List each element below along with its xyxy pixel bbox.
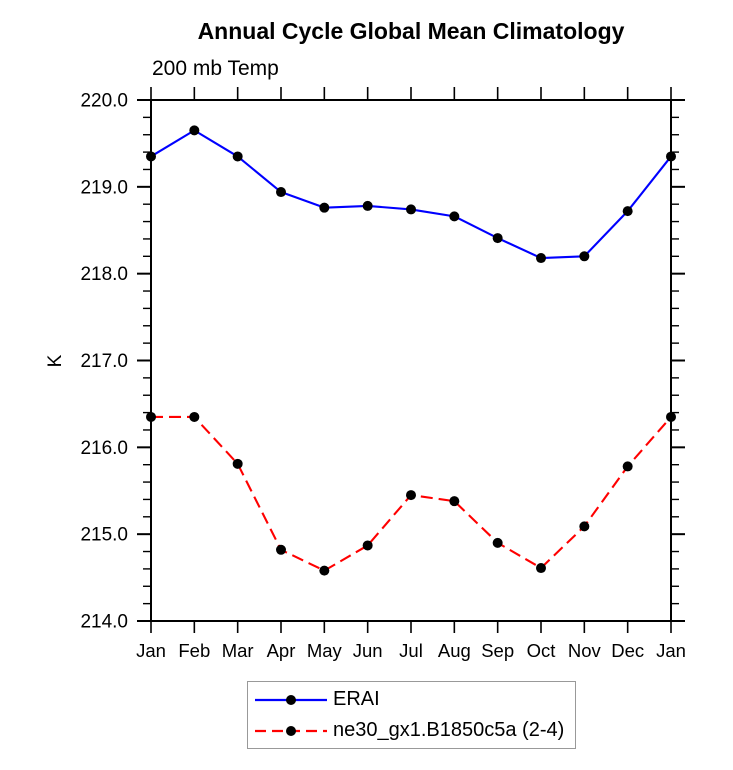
data-point-marker — [579, 521, 590, 532]
legend-label-model: ne30_gx1.B1850c5a (2-4) — [333, 719, 565, 741]
legend-item-model: ne30_gx1.B1850c5a (2-4) — [248, 715, 575, 746]
data-point-marker — [146, 411, 156, 422]
x-tick-label: May — [307, 640, 343, 661]
plot-frame — [150, 99, 672, 622]
data-point-marker — [362, 540, 373, 551]
data-point-marker — [276, 187, 286, 198]
y-tick-label: 216.0 — [80, 438, 128, 459]
data-point-marker — [622, 461, 633, 472]
x-tick-label: Mar — [222, 640, 254, 661]
data-point-marker — [449, 211, 460, 222]
data-point-marker — [362, 200, 373, 211]
x-tick-label: Jan — [656, 640, 686, 661]
chart-title: Annual Cycle Global Mean Climatology — [197, 18, 625, 44]
data-point-marker — [276, 544, 286, 555]
data-point-marker — [449, 496, 460, 507]
data-point-marker — [232, 151, 243, 162]
data-point-marker — [319, 202, 330, 213]
y-tick-label: 214.0 — [80, 612, 128, 633]
erai-sample-marker-icon — [286, 694, 296, 705]
data-point-marker — [406, 204, 416, 215]
data-point-marker — [406, 490, 416, 501]
y-tick-label: 220.0 — [80, 91, 128, 112]
y-tick-label: 218.0 — [80, 264, 128, 285]
data-point-marker — [579, 251, 590, 262]
data-point-marker — [146, 151, 156, 162]
data-point-marker — [319, 565, 330, 576]
erai-line-sample-icon — [255, 694, 327, 705]
data-point-marker — [536, 253, 546, 264]
data-point-marker — [492, 233, 503, 244]
data-point-marker — [666, 411, 676, 422]
data-point-marker — [189, 411, 200, 422]
data-point-marker — [536, 563, 546, 574]
y-tick-label: 217.0 — [80, 351, 128, 372]
model-line-sample-icon — [255, 725, 327, 736]
x-tick-label: Jul — [399, 640, 423, 661]
y-tick-label: 215.0 — [80, 525, 128, 546]
x-tick-label: Sep — [481, 640, 514, 661]
model-sample-marker-icon — [286, 725, 296, 736]
erai-line — [150, 129, 672, 260]
x-tick-label: Nov — [568, 640, 602, 661]
data-point-marker — [666, 151, 676, 162]
x-tick-label: Oct — [527, 640, 556, 661]
chart-subtitle: 200 mb Temp — [152, 57, 279, 80]
x-tick-label: Apr — [267, 640, 296, 661]
x-tick-label: Feb — [178, 640, 210, 661]
data-point-marker — [232, 458, 243, 469]
legend-label-erai: ERAI — [333, 688, 380, 710]
x-tick-label: Jun — [353, 640, 383, 661]
x-tick-label: Jan — [136, 640, 166, 661]
legend-item-erai: ERAI — [248, 684, 575, 715]
y-tick-label: 219.0 — [80, 177, 128, 198]
data-point-marker — [189, 125, 200, 136]
x-tick-label: Dec — [611, 640, 644, 661]
data-point-marker — [622, 206, 633, 217]
legend: ERAI ne30_gx1.B1850c5a (2-4) — [247, 681, 576, 749]
data-point-marker — [492, 537, 503, 548]
x-tick-label: Aug — [438, 640, 471, 661]
